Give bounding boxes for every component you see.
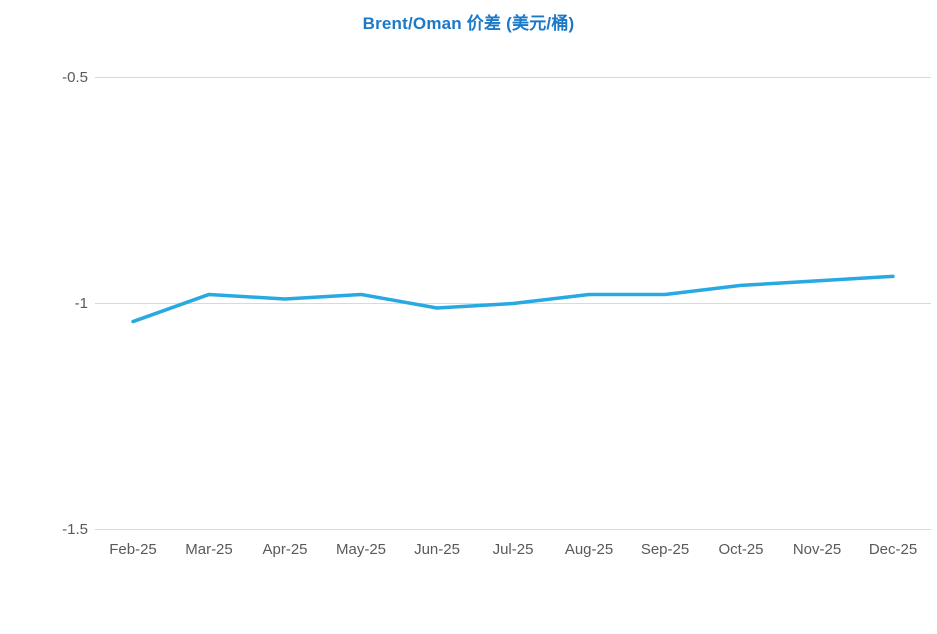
x-axis-tick-label: Sep-25: [640, 541, 690, 558]
y-axis-tick-label: -0.5: [62, 68, 88, 86]
x-axis-tick-label: Jun-25: [414, 541, 460, 558]
chart-title: Brent/Oman 价差 (美元/桶): [362, 14, 575, 33]
data-series-line: [131, 274, 895, 324]
x-axis-tick-label: Nov-25: [792, 541, 842, 558]
x-axis-tick-label: Oct-25: [718, 541, 764, 558]
y-axis-tick-label: -1: [74, 294, 88, 312]
x-axis-tick-label: Dec-25: [868, 541, 918, 558]
x-axis-tick-label: Feb-25: [109, 541, 157, 558]
x-axis-tick-label: Apr-25: [262, 541, 308, 558]
x-axis-tick-label: Aug-25: [564, 541, 614, 558]
y-axis-tick-label: -1.5: [62, 520, 88, 538]
x-axis-tick-label: Mar-25: [185, 541, 233, 558]
x-axis-tick-label: May-25: [335, 541, 387, 558]
x-axis-tick-label: Jul-25: [492, 541, 534, 558]
